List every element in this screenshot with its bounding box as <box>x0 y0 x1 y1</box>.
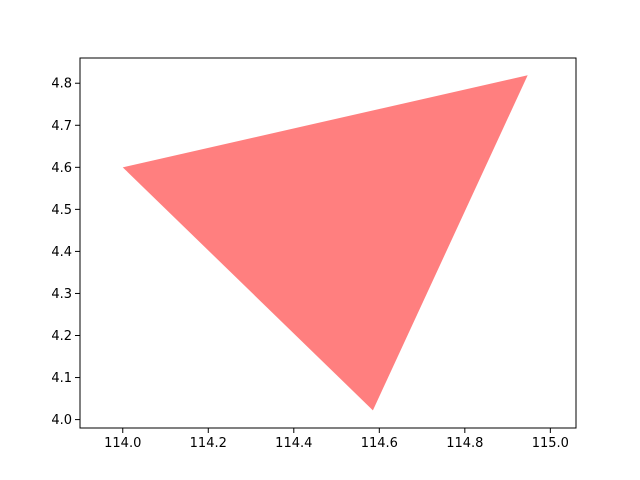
x-tick-label: 114.8 <box>446 436 483 451</box>
y-tick-label: 4.4 <box>51 245 72 260</box>
plot-area <box>122 75 528 411</box>
y-tick-label: 4.7 <box>51 119 72 134</box>
x-tick-label: 114.4 <box>275 436 312 451</box>
axes-frame <box>79 57 577 429</box>
y-tick-label: 4.1 <box>51 371 72 386</box>
triangle-polygon <box>122 75 528 411</box>
y-axis: 4.0 4.1 4.2 4.3 4.4 4.5 4.6 4.7 4.8 <box>51 77 80 428</box>
x-axis: 114.0 114.2 114.4 114.6 114.8 115.0 <box>104 428 569 451</box>
y-tick-label: 4.5 <box>51 203 72 218</box>
x-tick-label: 114.0 <box>104 436 141 451</box>
x-tick-label: 114.2 <box>190 436 227 451</box>
y-tick-label: 4.6 <box>51 161 72 176</box>
y-tick-label: 4.3 <box>51 287 72 302</box>
y-tick-label: 4.0 <box>51 413 72 428</box>
x-tick-label: 115.0 <box>532 436 569 451</box>
y-tick-label: 4.2 <box>51 329 72 344</box>
x-tick-label: 114.6 <box>361 436 398 451</box>
y-tick-label: 4.8 <box>51 77 72 92</box>
